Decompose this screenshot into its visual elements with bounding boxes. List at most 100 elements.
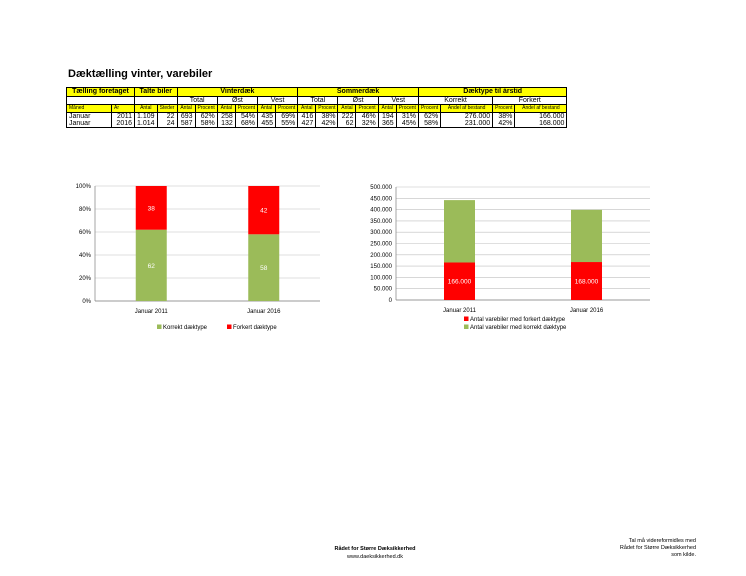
- table-cell: 693: [176, 112, 196, 120]
- bar-segment: [444, 262, 475, 300]
- y-tick-label: 80%: [79, 207, 92, 213]
- data-label: 58: [260, 265, 268, 272]
- table-cell: 168.000: [514, 120, 568, 128]
- data-label: 166.000: [448, 279, 472, 286]
- group-header-cars: Talte biler: [134, 87, 178, 97]
- legend-swatch: [227, 324, 232, 329]
- y-tick-label: 0%: [82, 299, 91, 305]
- bar-segment: [571, 262, 602, 300]
- table-cell: 435: [257, 112, 276, 120]
- column-header: Andel af bestand: [440, 104, 494, 113]
- column-header: Antal: [337, 104, 357, 113]
- legend-swatch: [464, 324, 469, 329]
- table-cell: 24: [156, 120, 178, 128]
- bar-segment: [444, 200, 475, 263]
- page-title: Dæktælling vinter, varebiler: [68, 68, 213, 80]
- y-tick-label: 50.000: [374, 287, 393, 293]
- table-cell: 38%: [492, 112, 516, 120]
- subgroup-winter-west: Vest: [256, 96, 299, 105]
- table-cell: Januar: [66, 120, 112, 128]
- x-tick-label: Januar 2016: [570, 308, 604, 314]
- footer-note-line: som kilde.: [671, 552, 696, 558]
- bar-segment: [248, 234, 280, 301]
- table-cell: 69%: [274, 112, 299, 120]
- footer-org-name: Rådet for Større Dæksikkerhed: [334, 546, 416, 552]
- group-header-summer: Sommerdæk: [297, 87, 419, 97]
- column-header: Procent: [234, 104, 259, 113]
- subgroup-correct: Korrekt: [417, 96, 494, 105]
- x-tick-label: Januar 2016: [247, 309, 281, 315]
- subgroup-summer-east: Øst: [337, 96, 379, 105]
- column-header: Antal: [134, 104, 158, 113]
- table-cell: 62%: [194, 112, 218, 120]
- table-cell: 231.000: [440, 120, 494, 128]
- table-cell: 587: [176, 120, 196, 128]
- count-table: Tælling foretaget Talte biler Vinterdæk …: [66, 87, 568, 128]
- y-tick-label: 20%: [79, 276, 92, 282]
- table-cell: 38%: [315, 112, 339, 120]
- data-label: 168.000: [575, 279, 599, 286]
- x-tick-label: Januar 2011: [135, 309, 169, 315]
- column-header-row: Måned År Antal Steder Antal Procent Antal Proce…: [66, 104, 568, 113]
- legend-swatch: [157, 324, 162, 329]
- table-cell: 62: [337, 120, 357, 128]
- column-header: Steder: [156, 104, 178, 113]
- table-cell: 166.000: [514, 112, 568, 120]
- footer-note-line: Rådet for Større Dæksikkerhed: [619, 545, 696, 551]
- table-cell: 2016: [111, 120, 135, 128]
- table-cell: 42%: [492, 120, 516, 128]
- subgroup-empty: [134, 96, 178, 105]
- table-cell: 132: [216, 120, 236, 128]
- subgroup-empty: [66, 96, 135, 105]
- y-tick-label: 40%: [79, 253, 92, 259]
- footer-note: Tal må videreformidles med Rådet for Stø…: [590, 538, 696, 559]
- absolute-stacked-bar-chart: 0 50.000 100.000 150.000 200.000 250.000 300.0…: [370, 185, 650, 331]
- table-cell: 276.000: [440, 112, 494, 120]
- footer-org: Rådet for Større Dæksikkerhed www.daeksi…: [320, 545, 430, 561]
- subgroup-summer-west: Vest: [377, 96, 419, 105]
- table-cell: 62%: [417, 112, 442, 120]
- subgroup-incorrect: Forkert: [492, 96, 568, 105]
- column-header: Procent: [417, 104, 442, 113]
- column-header: Antal: [176, 104, 196, 113]
- column-header: Antal: [257, 104, 276, 113]
- table-cell: 31%: [395, 112, 419, 120]
- bar-segment: [135, 229, 167, 301]
- bar-segment: [571, 209, 602, 263]
- table-cell: 68%: [234, 120, 259, 128]
- table-cell: 46%: [355, 112, 379, 120]
- table-cell: 55%: [274, 120, 299, 128]
- bar-segment: [135, 186, 167, 230]
- legend-label: Korrekt dæktype: [163, 325, 208, 331]
- column-header: Procent: [315, 104, 339, 113]
- legend-label: Antal varebiler med forkert dæktype: [470, 317, 566, 323]
- table-cell: 32%: [355, 120, 379, 128]
- column-header: Antal: [377, 104, 397, 113]
- column-header: Antal: [297, 104, 317, 113]
- bar-segment: [248, 186, 280, 235]
- y-tick-label: 250.000: [370, 242, 392, 248]
- table-row: Januar 2011 1.109 22 693 62% 258 54% 435 69% 416 38…: [66, 112, 568, 120]
- group-header-counted: Tælling foretaget: [66, 87, 135, 97]
- data-label: 42: [260, 208, 268, 215]
- y-tick-label: 450.000: [370, 196, 392, 202]
- table-cell: 365: [377, 120, 397, 128]
- column-header: Procent: [194, 104, 218, 113]
- y-tick-label: 200.000: [370, 253, 392, 259]
- table-cell: 22: [156, 112, 178, 120]
- x-tick-label: Januar 2011: [443, 308, 477, 314]
- column-header: Antal: [216, 104, 236, 113]
- y-tick-label: 400.000: [370, 208, 392, 214]
- y-tick-label: 100.000: [370, 275, 392, 281]
- column-header: Procent: [355, 104, 379, 113]
- table-cell: 416: [297, 112, 317, 120]
- table-cell: 1.014: [134, 120, 158, 128]
- table-cell: 42%: [315, 120, 339, 128]
- table-row: Januar 2016 1.014 24 587 58% 132 68% 455 55% 427 42…: [66, 120, 568, 128]
- table-cell: 58%: [194, 120, 218, 128]
- legend-swatch: [464, 316, 469, 321]
- y-tick-label: 500.000: [370, 185, 392, 191]
- group-header-winter: Vinterdæk: [176, 87, 299, 97]
- data-label: 38: [148, 205, 156, 212]
- column-header: År: [111, 104, 135, 113]
